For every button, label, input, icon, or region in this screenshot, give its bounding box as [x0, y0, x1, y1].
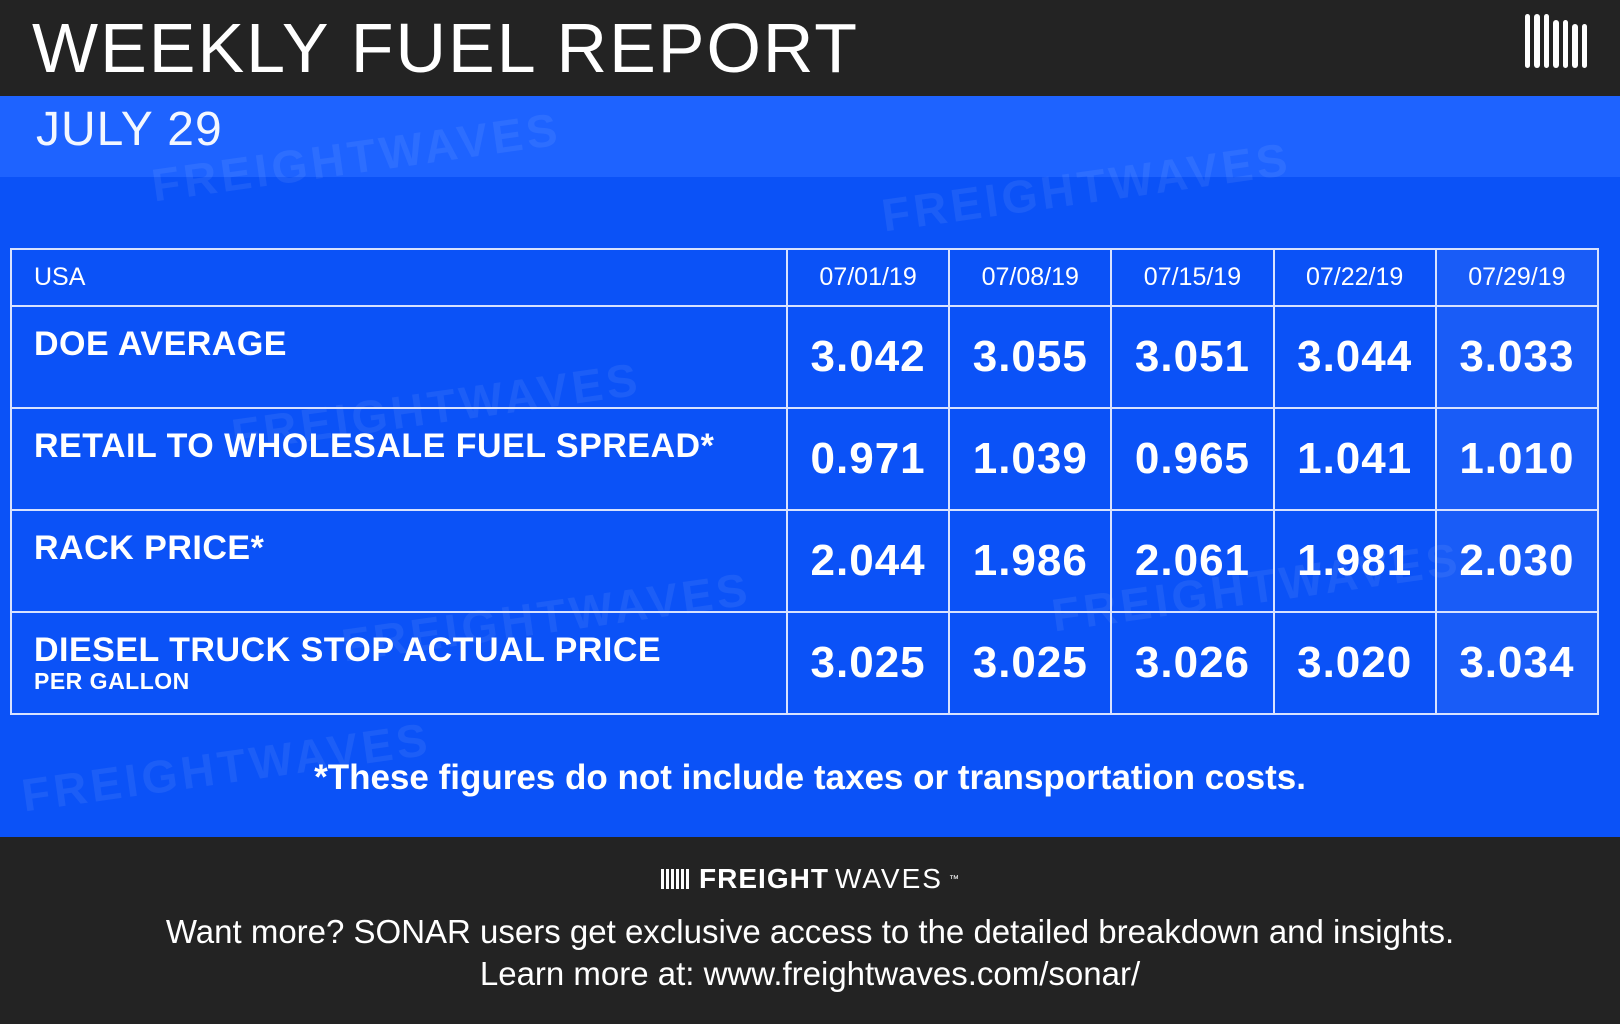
table-cell: 3.033	[1434, 305, 1600, 409]
table-cell: 0.971	[785, 407, 951, 511]
table-row-doe-average: DOE AVERAGE 3.042 3.055 3.051 3.044 3.03…	[10, 305, 1600, 409]
row-label-text: DOE AVERAGE	[34, 325, 287, 363]
table-cell: 2.061	[1110, 509, 1275, 613]
table-cell: 3.042	[785, 305, 951, 409]
row-label-text: RETAIL TO WHOLESALE FUEL SPREAD*	[34, 427, 715, 465]
table-cell: 3.044	[1272, 305, 1437, 409]
table-cell: 1.986	[948, 509, 1113, 613]
column-header: 07/15/19	[1110, 248, 1275, 307]
row-label: RACK PRICE*	[10, 509, 788, 613]
table-cell: 3.025	[785, 611, 951, 715]
column-header: 07/29/19	[1434, 248, 1600, 307]
row-label: DOE AVERAGE	[10, 305, 788, 409]
table-header-row: USA 07/01/19 07/08/19 07/15/19 07/22/19 …	[10, 248, 1600, 307]
header-bar: WEEKLY FUEL REPORT	[0, 0, 1620, 96]
table-row-rack-price: RACK PRICE* 2.044 1.986 2.061 1.981 2.03…	[10, 509, 1600, 613]
table-cell: 3.051	[1110, 305, 1275, 409]
cta-link[interactable]: Learn more at: www.freightwaves.com/sona…	[479, 955, 1141, 992]
date-band: JULY 29	[0, 96, 1620, 177]
region-header: USA	[10, 248, 788, 307]
table-cell: 3.026	[1110, 611, 1275, 715]
column-header: 07/08/19	[948, 248, 1113, 307]
table-cell: 3.034	[1434, 611, 1600, 715]
table-cell: 2.044	[785, 509, 951, 613]
table-cell: 2.030	[1434, 509, 1600, 613]
brand-bold: FREIGHT	[699, 863, 829, 894]
cta-line-1: Want more? SONAR users get exclusive acc…	[165, 913, 1455, 950]
footer: FREIGHT WAVES ™ Want more? SONAR users get…	[0, 837, 1620, 1024]
freightwaves-brand: FREIGHT WAVES ™	[0, 863, 1620, 895]
table-cell: 1.041	[1272, 407, 1437, 511]
table-cell: 1.981	[1272, 509, 1437, 613]
table-row-fuel-spread: RETAIL TO WHOLESALE FUEL SPREAD* 0.971 1…	[10, 407, 1600, 511]
freightwaves-bars-icon	[661, 869, 690, 889]
column-header: 07/01/19	[785, 248, 951, 307]
freightwaves-logo-icon	[1525, 14, 1587, 68]
column-header: 07/22/19	[1272, 248, 1437, 307]
table-cell: 1.039	[948, 407, 1113, 511]
table-cell: 1.010	[1434, 407, 1600, 511]
page-title: WEEKLY FUEL REPORT	[32, 9, 859, 87]
brand-light: WAVES	[834, 863, 943, 894]
table-cell: 3.055	[948, 305, 1113, 409]
footnote: *These figures do not include taxes or t…	[314, 758, 1306, 797]
fuel-price-table: USA 07/01/19 07/08/19 07/15/19 07/22/19 …	[10, 248, 1600, 715]
table-cell: 3.025	[948, 611, 1113, 715]
table-cell: 0.965	[1110, 407, 1275, 511]
report-date: JULY 29	[36, 103, 223, 156]
table-row-diesel-truck-stop: DIESEL TRUCK STOP ACTUAL PRICE PER GALLON…	[10, 611, 1600, 715]
brand-tm: ™	[948, 873, 959, 885]
row-sublabel: PER GALLON	[34, 668, 190, 694]
row-label-text: DIESEL TRUCK STOP ACTUAL PRICE	[34, 631, 662, 669]
row-label-text: RACK PRICE*	[34, 529, 265, 567]
table-cell: 3.020	[1272, 611, 1437, 715]
row-label: RETAIL TO WHOLESALE FUEL SPREAD*	[10, 407, 788, 511]
row-label: DIESEL TRUCK STOP ACTUAL PRICE PER GALLON	[10, 611, 788, 715]
